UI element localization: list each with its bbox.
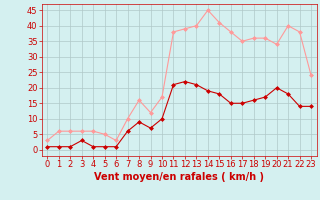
X-axis label: Vent moyen/en rafales ( km/h ): Vent moyen/en rafales ( km/h ) [94, 172, 264, 182]
